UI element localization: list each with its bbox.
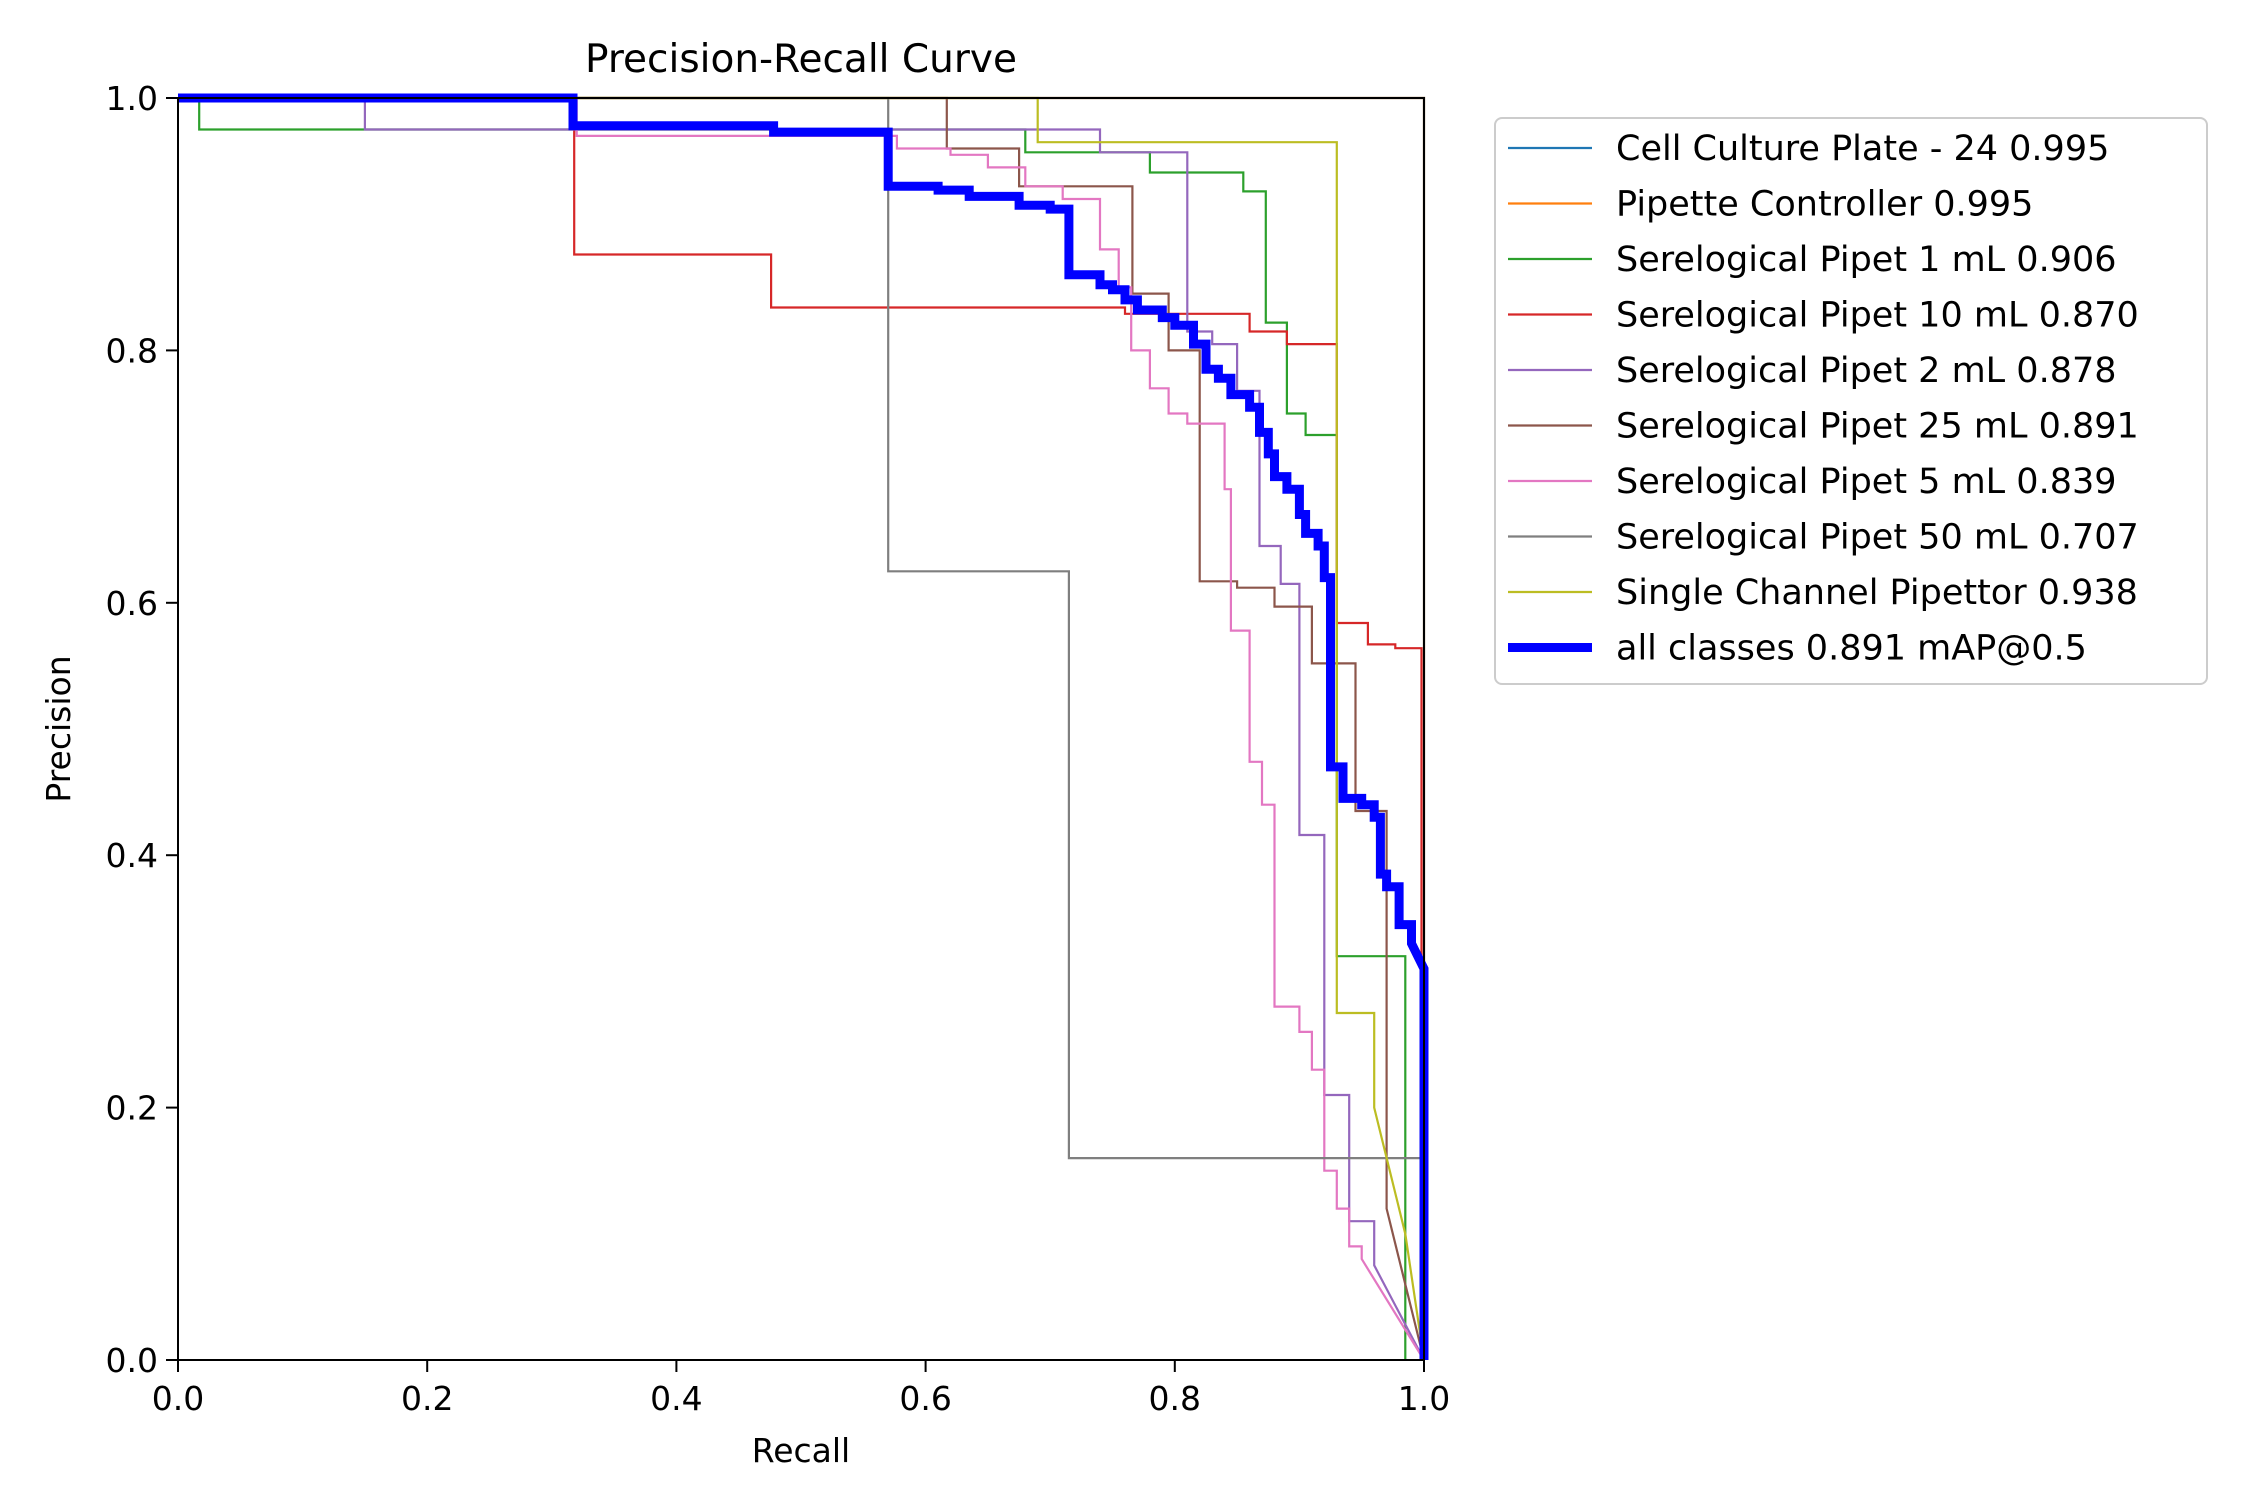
y-tick-label: 0.2: [106, 1089, 158, 1128]
y-axis: 0.0 0.2 0.4 0.6 0.8 1.0: [106, 79, 178, 1380]
x-tick-label: 0.6: [899, 1379, 951, 1418]
x-tick-label: 0.4: [650, 1379, 702, 1418]
y-tick-label: 1.0: [106, 79, 158, 118]
legend-label-2: Pipette Controller 0.995: [1616, 185, 2033, 225]
x-tick-label: 0.2: [401, 1379, 453, 1418]
legend-label-7: Serelogical Pipet 5 mL 0.839: [1616, 462, 2117, 502]
series-line-7: [178, 96, 1425, 1361]
y-axis-label: Precision: [39, 655, 78, 802]
x-tick-label: 0.8: [1149, 1379, 1201, 1418]
series-line-5: [178, 96, 1425, 1361]
legend: Cell Culture Plate - 24 0.995 Pipette Con…: [1494, 117, 2208, 685]
series-line-9: [178, 96, 1426, 1361]
series-line-4: [178, 96, 1423, 1360]
legend-frame: [1494, 117, 2208, 685]
x-axis: 0.0 0.2 0.4 0.6 0.8 1.0: [152, 1360, 1450, 1418]
y-tick-label: 0.6: [106, 584, 158, 623]
legend-label-8: Serelogical Pipet 50 mL 0.707: [1616, 518, 2139, 558]
x-axis-label: Recall: [752, 1431, 850, 1470]
plot-frame: [177, 97, 1425, 1361]
chart-title: Precision-Recall Curve: [585, 37, 1017, 82]
x-tick-label: 0.0: [152, 1379, 204, 1418]
legend-items: Cell Culture Plate - 24 0.995 Pipette Con…: [1508, 129, 2139, 669]
y-tick-label: 0.0: [106, 1341, 158, 1380]
series-line-10: [178, 93, 1429, 1360]
x-tick-label: 1.0: [1398, 1379, 1450, 1418]
legend-label-4: Serelogical Pipet 10 mL 0.870: [1616, 296, 2139, 336]
legend-label-6: Serelogical Pipet 25 mL 0.891: [1616, 407, 2139, 447]
y-tick-label: 0.8: [106, 331, 158, 370]
legend-label-5: Serelogical Pipet 2 mL 0.878: [1616, 351, 2117, 391]
legend-label-1: Cell Culture Plate - 24 0.995: [1616, 129, 2109, 169]
legend-label-3: Serelogical Pipet 1 mL 0.906: [1616, 240, 2117, 280]
legend-label-10: all classes 0.891 mAP@0.5: [1616, 629, 2087, 669]
y-tick-label: 0.4: [106, 836, 158, 875]
legend-label-9: Single Channel Pipettor 0.938: [1616, 573, 2138, 613]
